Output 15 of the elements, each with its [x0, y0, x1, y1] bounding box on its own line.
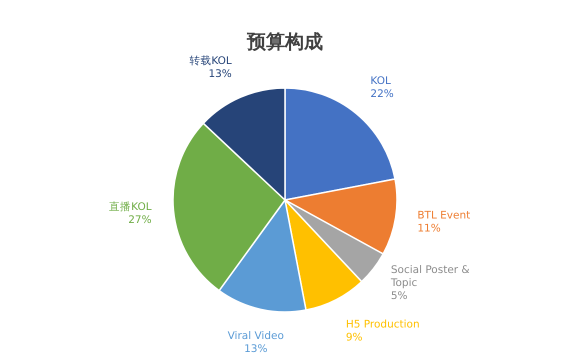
slice-label: 直播KOL — [109, 200, 152, 214]
slice-label: BTL Event — [417, 209, 470, 222]
data-label: 13% — [244, 342, 268, 355]
data-label: 22% — [370, 88, 394, 100]
data-label: 13% — [208, 68, 232, 80]
data-label: 27% — [128, 214, 152, 226]
slice-label: H5 Production — [346, 318, 420, 330]
slice-label: KOL — [370, 74, 391, 87]
slice-label: Social Poster & Topic — [390, 264, 470, 290]
slice-label: Viral Video — [228, 330, 284, 342]
chart-title: 预算构成 — [246, 31, 323, 53]
slice-label: 转载KOL — [189, 54, 232, 68]
data-label: 5% — [390, 290, 408, 302]
data-label: 9% — [346, 331, 363, 344]
data-label: 11% — [417, 222, 441, 234]
